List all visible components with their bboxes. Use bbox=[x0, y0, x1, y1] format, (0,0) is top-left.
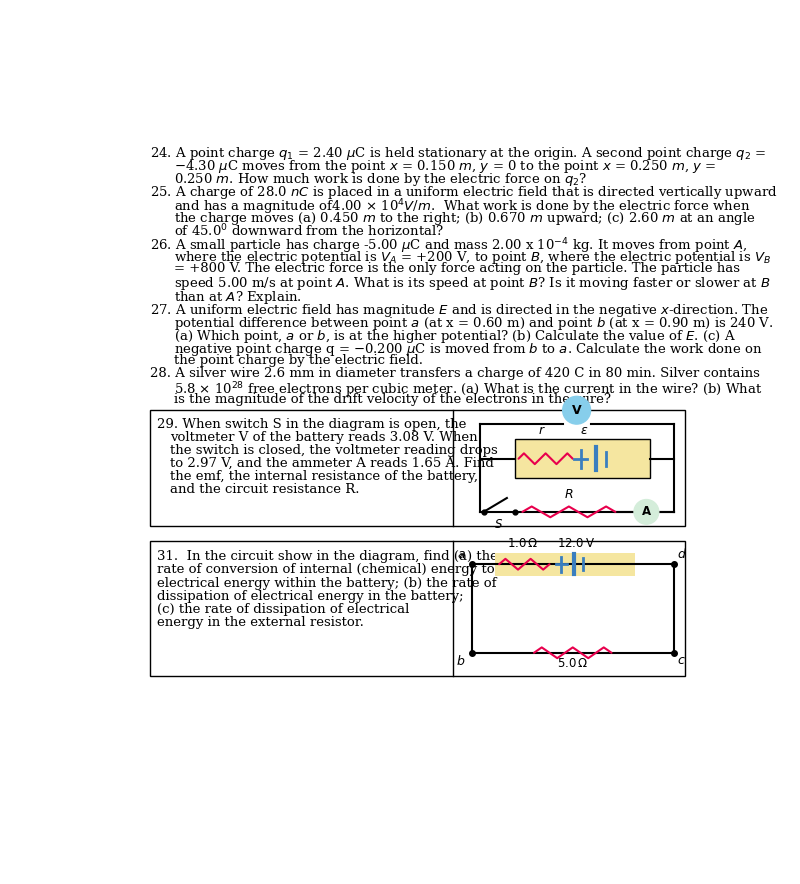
Bar bbox=[514, 439, 650, 478]
Text: voltmeter V of the battery reads 3.08 V. When: voltmeter V of the battery reads 3.08 V.… bbox=[170, 431, 478, 444]
Text: (c) the rate of dissipation of electrical: (c) the rate of dissipation of electrica… bbox=[157, 603, 409, 616]
Circle shape bbox=[562, 396, 590, 424]
Text: electrical energy within the battery; (b) the rate of: electrical energy within the battery; (b… bbox=[157, 576, 496, 590]
Text: $d$: $d$ bbox=[677, 547, 686, 561]
Text: negative point charge q = $-$0.200 $\mu$C is moved from $b$ to $a$. Calculate th: negative point charge q = $-$0.200 $\mu$… bbox=[174, 341, 762, 358]
Text: = +800 V. The electric force is the only force acting on the particle. The parti: = +800 V. The electric force is the only… bbox=[174, 263, 740, 276]
Bar bbox=[150, 541, 685, 676]
Text: and the circuit resistance R.: and the circuit resistance R. bbox=[170, 484, 359, 497]
Text: $-$4.30 $\mu$C moves from the point $x$ = 0.150 $m$, $y$ = 0 to the point $x$ = : $-$4.30 $\mu$C moves from the point $x$ … bbox=[174, 157, 716, 175]
Text: and has a magnitude of4.00 $\times$ 10$^4$$V$/$m$.  What work is done by the ele: and has a magnitude of4.00 $\times$ 10$^… bbox=[174, 197, 750, 217]
Bar bbox=[514, 439, 650, 478]
Text: to 2.97 V, and the ammeter A reads 1.65 A. Find: to 2.97 V, and the ammeter A reads 1.65 … bbox=[170, 457, 494, 470]
Text: is the magnitude of the drift velocity of the electrons in the wire?: is the magnitude of the drift velocity o… bbox=[174, 393, 610, 407]
Circle shape bbox=[634, 499, 658, 524]
Text: the emf, the internal resistance of the battery,: the emf, the internal resistance of the … bbox=[170, 470, 478, 484]
Text: $1.0\,\Omega$: $1.0\,\Omega$ bbox=[507, 537, 538, 550]
Text: $12.0\,\text{V}$: $12.0\,\text{V}$ bbox=[558, 537, 595, 550]
Text: 5.8 $\times$ 10$^{28}$ free electrons per cubic meter. (a) What is the current i: 5.8 $\times$ 10$^{28}$ free electrons pe… bbox=[174, 380, 762, 400]
Text: A: A bbox=[642, 506, 651, 518]
Text: of 45.0$^0$ downward from the horizontal?: of 45.0$^0$ downward from the horizontal… bbox=[174, 223, 444, 240]
Text: speed 5.00 m/s at point $A$. What is its speed at point $B$? Is it moving faster: speed 5.00 m/s at point $A$. What is its… bbox=[174, 276, 770, 293]
Text: $c$: $c$ bbox=[677, 654, 686, 667]
Text: $r$: $r$ bbox=[538, 424, 546, 438]
Text: 27. A uniform electric field has magnitude $E$ and is directed in the negative $: 27. A uniform electric field has magnitu… bbox=[150, 301, 769, 318]
Text: the point charge by the electric field.: the point charge by the electric field. bbox=[174, 354, 422, 367]
Bar bbox=[495, 552, 634, 575]
Bar bbox=[150, 410, 685, 526]
Text: rate of conversion of internal (chemical) energy to: rate of conversion of internal (chemical… bbox=[157, 563, 494, 576]
Text: $\varepsilon$: $\varepsilon$ bbox=[580, 424, 589, 438]
Text: 25. A charge of 28.0 $nC$ is placed in a uniform electric field that is directed: 25. A charge of 28.0 $nC$ is placed in a… bbox=[150, 184, 778, 201]
Text: V: V bbox=[572, 404, 582, 416]
Text: 28. A silver wire 2.6 mm in diameter transfers a charge of 420 C in 80 min. Silv: 28. A silver wire 2.6 mm in diameter tra… bbox=[150, 367, 760, 380]
Text: $a$: $a$ bbox=[457, 548, 466, 561]
Text: $b$: $b$ bbox=[457, 654, 466, 668]
Text: where the electric potential is $V_A$ = +200 V, to point $B$, where the electric: where the electric potential is $V_A$ = … bbox=[174, 249, 770, 266]
Text: dissipation of electrical energy in the battery;: dissipation of electrical energy in the … bbox=[157, 590, 463, 603]
Text: than at $A$? Explain.: than at $A$? Explain. bbox=[174, 288, 302, 306]
Text: $R$: $R$ bbox=[564, 488, 574, 501]
Text: 24. A point charge $q_1$ = 2.40 $\mu$C is held stationary at the origin. A secon: 24. A point charge $q_1$ = 2.40 $\mu$C i… bbox=[150, 145, 766, 162]
Text: S: S bbox=[495, 518, 503, 531]
Text: $5.0\,\Omega$: $5.0\,\Omega$ bbox=[557, 658, 588, 670]
Text: energy in the external resistor.: energy in the external resistor. bbox=[157, 616, 363, 629]
Text: 0.250 $m$. How much work is done by the electric force on $q_2$?: 0.250 $m$. How much work is done by the … bbox=[174, 171, 587, 187]
Text: 29. When switch S in the diagram is open, the: 29. When switch S in the diagram is open… bbox=[157, 418, 466, 431]
Text: potential difference between point $a$ (at x = 0.60 m) and point $b$ (at x = 0.9: potential difference between point $a$ (… bbox=[174, 315, 773, 332]
Text: 31.  In the circuit show in the diagram, find (a) the: 31. In the circuit show in the diagram, … bbox=[157, 551, 498, 563]
Text: the charge moves (a) 0.450 $m$ to the right; (b) 0.670 $m$ upward; (c) 2.60 $m$ : the charge moves (a) 0.450 $m$ to the ri… bbox=[174, 210, 755, 227]
Text: the switch is closed, the voltmeter reading drops: the switch is closed, the voltmeter read… bbox=[170, 444, 498, 457]
Text: (a) Which point, $a$ or $b$, is at the higher potential? (b) Calculate the value: (a) Which point, $a$ or $b$, is at the h… bbox=[174, 328, 736, 345]
Text: 26. A small particle has charge -5.00 $\mu$C and mass 2.00 x 10$^{-4}$ kg. It mo: 26. A small particle has charge -5.00 $\… bbox=[150, 236, 748, 255]
